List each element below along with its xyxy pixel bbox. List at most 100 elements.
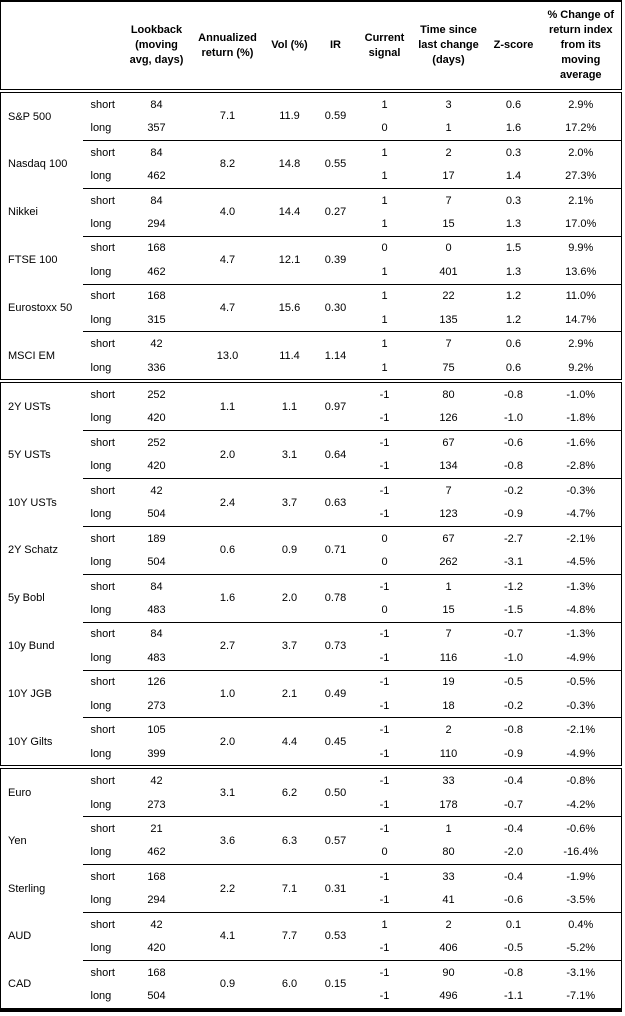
zscore-value: 1.2 [486,307,541,332]
ir-value: 0.49 [312,669,359,718]
asset-group-5y-bobl: 5y Bobl short 84 1.6 2.0 0.78 -1 1 -1.2 -1.3% long… [0,573,622,623]
time-since-value: 401 [410,260,487,285]
leg-label: long [82,116,125,141]
asset-group-sterling: Sterling short 168 2.2 7.1 0.31 -1 33 -0.4 -1.9% l… [0,864,622,913]
lookback-value: 483 [124,598,189,623]
annualized-return-value: 3.6 [188,816,267,865]
vol-value: 14.4 [266,187,313,237]
asset-row-short: 10Y Gilts short 105 2.0 4.4 0.45 -1 2 -0.8 -2.1% [0,717,622,768]
vol-value: 2.1 [266,669,313,718]
pct-change-value: -4.9% [540,741,622,768]
leg-label: long [82,260,125,285]
zscore-value: -0.8 [486,454,541,479]
signal-value: 1 [358,355,411,382]
asset-row-long: long 294 -1 41 -0.6 -3.5% [1,888,622,913]
leg-label: short [82,669,125,695]
zscore-value: -1.2 [486,573,541,599]
annualized-return-value: 1.1 [188,379,267,431]
leg-label: short [82,283,125,308]
time-since-value: 0 [410,235,487,261]
zscore-value: -0.7 [486,792,541,817]
signal-value: 1 [358,212,411,237]
asset-name: S&P 500 [0,91,83,141]
lookback-value: 273 [124,694,189,718]
pct-change-value: 13.6% [540,260,622,285]
pct-change-value: 11.0% [540,283,622,308]
vol-value: 6.2 [266,765,313,817]
asset-name: 10y Bund [0,622,83,671]
zscore-value: -1.0 [486,646,541,671]
lookback-value: 84 [124,187,189,213]
vol-value: 7.7 [266,912,313,961]
leg-label: short [82,331,125,356]
asset-row-short: 10Y JGB short 126 1.0 2.1 0.49 -1 19 -0.5 -0.5% [0,669,622,718]
zscore-value: -0.8 [486,717,541,742]
asset-row-short: CAD short 168 0.9 6.0 0.15 -1 90 -0.8 -3.1% [0,959,622,1010]
signal-value: 0 [358,598,411,623]
asset-group-msci-em: MSCI EM short 42 13.0 11.4 1.14 1 7 0.6 2.9% long 3… [0,331,622,382]
lookback-value: 21 [124,816,189,841]
asset-group-ftse-100: FTSE 100 short 168 4.7 12.1 0.39 0 0 1.5 9.9% long… [0,235,622,285]
zscore-value: -0.4 [486,864,541,889]
signal-value: -1 [358,984,411,1010]
ir-value: 0.97 [312,379,359,431]
leg-label: long [82,502,125,527]
asset-row-long: long 357 0 1 1.6 17.2% [1,116,622,141]
pct-change-value: -4.9% [540,646,622,671]
asset-name: Euro [0,765,83,817]
asset-row-short: FTSE 100 short 168 4.7 12.1 0.39 0 0 1.5 9.9% [0,235,622,285]
pct-change-value: -3.1% [540,959,622,985]
time-since-value: 116 [410,646,487,671]
asset-row-long: long 399 -1 110 -0.9 -4.9% [1,741,622,768]
asset-row-long: long 462 1 401 1.3 13.6% [1,260,622,285]
lookback-value: 126 [124,669,189,695]
annualized-return-value: 13.0 [188,331,267,382]
asset-row-long: long 504 -1 123 -0.9 -4.7% [1,502,622,527]
signal-value: -1 [358,741,411,768]
leg-label: long [82,598,125,623]
signal-value: -1 [358,864,411,889]
leg-label: long [82,646,125,671]
col-header-annualized-return: Annualized return (%) [188,1,267,93]
zscore-value: 1.5 [486,235,541,261]
zscore-value: 1.3 [486,212,541,237]
signal-value: -1 [358,694,411,718]
signal-value: -1 [358,502,411,527]
asset-group-nasdaq-100: Nasdaq 100 short 84 8.2 14.8 0.55 1 2 0.3 2.0% lon… [0,139,622,189]
lookback-value: 84 [124,573,189,599]
annualized-return-value: 2.4 [188,478,267,527]
pct-change-value: -1.9% [540,864,622,889]
asset-name: 10Y USTs [0,478,83,527]
zscore-value: -0.7 [486,621,541,647]
vol-value: 3.1 [266,430,313,479]
time-since-value: 33 [410,765,487,793]
leg-label: short [82,139,125,165]
annualized-return-value: 4.0 [188,187,267,237]
zscore-value: 0.1 [486,912,541,937]
time-since-value: 7 [410,478,487,503]
annualized-return-value: 2.2 [188,864,267,913]
signal-value: 1 [358,260,411,285]
pct-change-value: -4.5% [540,550,622,575]
signal-value: 1 [358,164,411,189]
time-since-value: 15 [410,598,487,623]
signal-value: -1 [358,959,411,985]
annualized-return-value: 1.0 [188,669,267,718]
asset-row-long: long 273 -1 178 -0.7 -4.2% [1,792,622,817]
zscore-value: -0.6 [486,430,541,455]
zscore-value: 1.6 [486,116,541,141]
pct-change-value: -0.3% [540,478,622,503]
leg-label: short [82,717,125,742]
zscore-value: 0.6 [486,91,541,117]
time-since-value: 90 [410,959,487,985]
ir-value: 0.73 [312,621,359,671]
lookback-value: 42 [124,331,189,356]
lookback-value: 420 [124,454,189,479]
zscore-value: -0.9 [486,741,541,768]
lookback-value: 420 [124,936,189,961]
zscore-value: -0.2 [486,694,541,718]
pct-change-value: 9.9% [540,235,622,261]
asset-row-long: long 420 -1 126 -1.0 -1.8% [1,406,622,431]
asset-row-short: 2Y USTs short 252 1.1 1.1 0.97 -1 80 -0.8 -1.0% [0,379,622,431]
signal-value: 1 [358,912,411,937]
